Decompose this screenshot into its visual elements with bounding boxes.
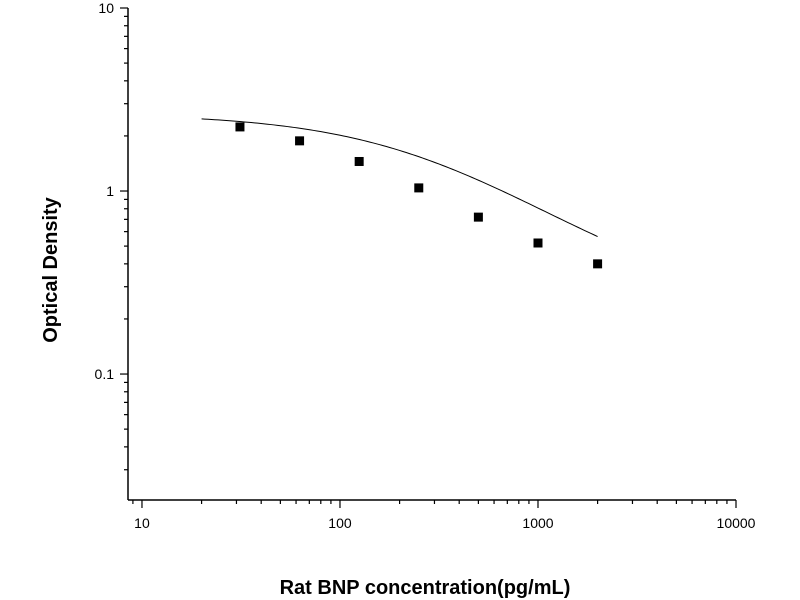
y-axis-title: Optical Density	[40, 196, 62, 342]
data-point	[354, 156, 364, 166]
y-tick-label: 10	[98, 0, 114, 16]
data-point	[473, 212, 483, 222]
y-tick-label: 0.1	[95, 366, 115, 382]
x-tick-label: 1000	[522, 515, 553, 531]
y-tick-labels: 0.1 1 10	[95, 0, 115, 382]
x-tick-label: 10	[134, 515, 150, 531]
data-points	[235, 122, 603, 269]
data-point	[593, 259, 603, 269]
y-tick-label: 1	[106, 183, 114, 199]
x-ticks	[132, 500, 737, 508]
x-tick-labels: 10 100 1000 10000	[134, 515, 755, 531]
data-point	[235, 122, 245, 132]
x-axis-title: Rat BNP concentration(pg/mL)	[280, 577, 571, 599]
data-point	[414, 183, 424, 193]
data-point	[533, 238, 543, 248]
plot-area	[127, 8, 736, 501]
data-point	[295, 136, 305, 146]
fit-curve	[201, 118, 598, 237]
x-tick-label: 10000	[717, 515, 756, 531]
x-tick-label: 100	[328, 515, 352, 531]
y-ticks	[120, 7, 128, 471]
